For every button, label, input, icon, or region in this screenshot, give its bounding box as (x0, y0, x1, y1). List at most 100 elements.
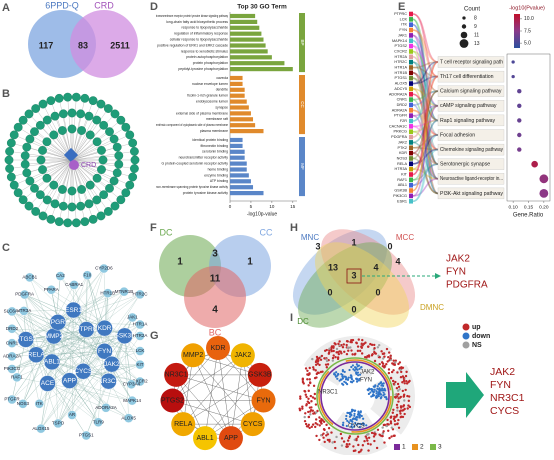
pathway-label: PI3K-Akt signaling pathway (440, 191, 503, 197)
gene-strip (409, 145, 413, 150)
gene-strip (409, 81, 413, 86)
gene-dot (373, 347, 375, 349)
gene-label: PPARA (44, 287, 59, 292)
size-key (461, 32, 468, 39)
gene-dot (325, 424, 327, 426)
gene-dot (391, 426, 393, 428)
gene-dot (370, 395, 372, 397)
gene-node (111, 202, 119, 210)
gene-dot (391, 371, 393, 373)
gene-dot (352, 364, 354, 366)
gene-dot (313, 385, 315, 387)
legend-marker (463, 333, 470, 340)
category-label: enzyme binding (204, 173, 228, 177)
gene-dot (373, 440, 375, 442)
gene-dot (309, 378, 311, 380)
gene-dot (299, 397, 301, 399)
gene-node (30, 127, 38, 135)
gene-node (113, 169, 121, 177)
target-gene: NR3C1 (490, 392, 525, 404)
bar (230, 144, 243, 148)
gene-label: NR3C1 (98, 378, 120, 385)
gene-dot (397, 419, 399, 421)
gene-node (31, 104, 39, 112)
gene-label: FYN (257, 397, 271, 404)
gene-dot (327, 363, 329, 365)
gene-dot (392, 409, 394, 411)
module-key (430, 444, 436, 450)
gene-node (131, 156, 139, 164)
gene-dot (324, 441, 326, 443)
gene-dot (371, 390, 373, 392)
venn-count: 0 (387, 241, 392, 251)
gene-dot (318, 416, 320, 418)
gene-dot (358, 413, 360, 415)
panel-letter: A (2, 2, 10, 14)
gene-dot (332, 345, 334, 347)
gene-strip (409, 103, 413, 108)
gene-dot (323, 357, 325, 359)
dot (539, 174, 548, 183)
gene-dot (343, 381, 345, 383)
group-label: CC (300, 101, 305, 108)
dot (517, 89, 521, 93)
gene-label: CYP2D6 (95, 266, 113, 271)
gene-dot (306, 378, 308, 380)
gene-dot (380, 396, 382, 398)
gene-dot (356, 416, 358, 418)
size-key (462, 16, 465, 19)
gene-dot (368, 437, 370, 439)
gene-dot (305, 367, 307, 369)
target-gene: JAK2 (490, 366, 515, 378)
gene-label: NOS3 (17, 401, 30, 406)
gene-node (126, 131, 134, 139)
gene-dot (384, 424, 386, 426)
gene-dot (307, 384, 309, 386)
gene-label: PTPRC (394, 12, 407, 16)
gene-node (105, 127, 113, 135)
gene-node (97, 100, 105, 108)
dot (517, 147, 521, 151)
gene-dot (399, 361, 401, 363)
set-label: MCC (396, 233, 414, 242)
gene-dot (373, 435, 375, 437)
gene-dot (366, 439, 368, 441)
gene-dot (357, 345, 359, 347)
gene-dot (352, 445, 354, 447)
gene-label: PTGS1 (79, 433, 94, 438)
gene-dot (375, 392, 377, 394)
gene-dot (318, 357, 320, 359)
gene-dot (318, 439, 320, 441)
gene-dot (347, 350, 349, 352)
gene-dot (321, 371, 323, 373)
gene-dot (377, 429, 379, 431)
gene-label: PTGS2 (161, 397, 184, 404)
gene-strip (409, 33, 413, 38)
bar (230, 179, 251, 183)
group-label: BP (300, 40, 305, 46)
gene-dot (371, 344, 373, 346)
gene-dot (333, 372, 335, 374)
gene-dot (337, 343, 339, 345)
gene-label: HTR2C (132, 292, 148, 297)
gene-dot (314, 426, 316, 428)
gene-label: HTR3A (17, 308, 32, 313)
gene-dot (355, 373, 357, 375)
set-label: CC (260, 227, 273, 237)
category-label: heme binding (208, 167, 228, 171)
gene-dot (308, 373, 310, 375)
gene-label: ADORA2A (389, 92, 408, 96)
gene-dot (343, 351, 345, 353)
gene-dot (390, 357, 392, 359)
venn-count: 2511 (110, 40, 130, 50)
gene-dot (310, 395, 312, 397)
gene-label: PTGS2 (15, 336, 37, 343)
gene-dot (349, 412, 351, 414)
venn-count: 3 (351, 270, 356, 280)
gene-dot (362, 444, 364, 446)
gene-node (99, 121, 107, 129)
gene-dot (354, 353, 356, 355)
gene-label: JAK2 (398, 140, 407, 144)
gene-label: JAK2 (235, 352, 252, 359)
bar (230, 88, 245, 92)
